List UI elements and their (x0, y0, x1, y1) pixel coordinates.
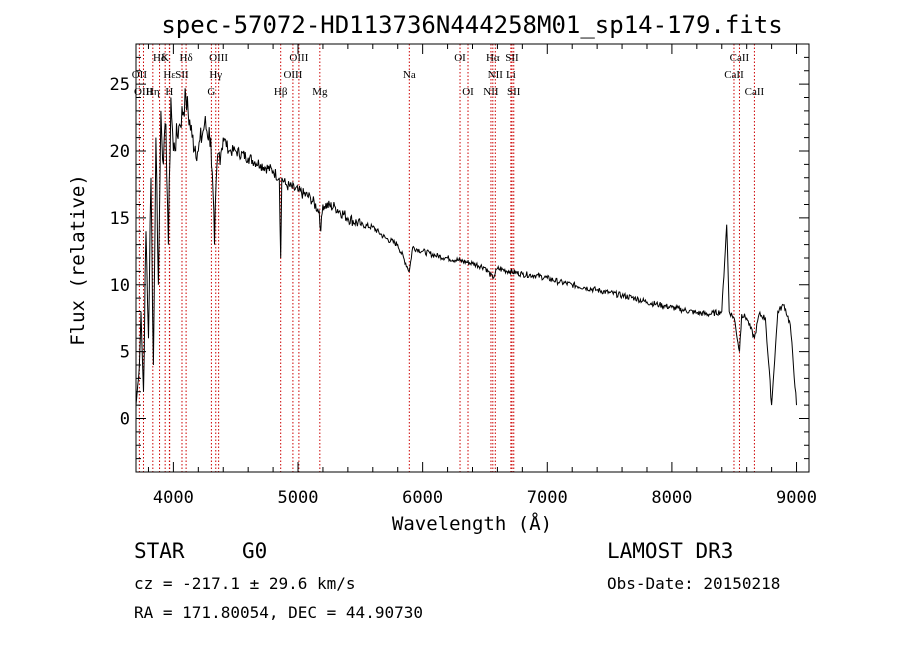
redshift-velocity: cz = -217.1 ± 29.6 km/s (134, 574, 356, 593)
line-label: SII (175, 69, 189, 81)
line-label: NII (488, 69, 504, 81)
chart-title: spec-57072-HD113736N444258M01_sp14-179.f… (161, 11, 782, 39)
x-tick-label: 8000 (651, 488, 692, 508)
line-label: CaII (730, 52, 750, 64)
object-type: STAR (134, 539, 185, 563)
y-tick-label: 15 (110, 209, 130, 229)
x-tick-label: 7000 (527, 488, 568, 508)
subclass: G0 (242, 539, 268, 563)
line-label: Hδ (180, 52, 193, 64)
line-label: SII (505, 52, 519, 64)
y-tick-label: 5 (120, 343, 130, 363)
y-tick-label: 20 (110, 142, 130, 162)
line-label: OI (454, 52, 466, 64)
line-label: Hη (146, 86, 160, 98)
survey-name: LAMOST DR3 (607, 539, 734, 563)
line-label: G (207, 86, 215, 98)
line-label: Hδ (153, 52, 166, 64)
y-axis-ticks: 0 5 10 15 20 25 (110, 43, 809, 473)
line-label: H (165, 86, 173, 98)
line-label: Hβ (274, 86, 288, 98)
spectrum-line (135, 88, 797, 406)
line-label: Hγ (209, 69, 222, 81)
line-label: Li (506, 69, 516, 81)
line-label: Hε (163, 69, 176, 81)
line-label: OIII (209, 52, 228, 64)
y-tick-label: 25 (110, 75, 130, 95)
line-label: Hα (486, 52, 500, 64)
line-label: CaII (745, 86, 765, 98)
observation-date: Obs-Date: 20150218 (607, 574, 781, 593)
x-tick-label: 5000 (278, 488, 319, 508)
line-label: SII (507, 86, 521, 98)
x-tick-label: 9000 (776, 488, 817, 508)
sky-coordinates: RA = 171.80054, DEC = 44.90730 (134, 603, 423, 622)
y-tick-label: 0 (120, 410, 130, 430)
line-label: OIII (134, 86, 153, 98)
y-tick-label: 10 (110, 276, 130, 296)
line-label: OIII (283, 69, 302, 81)
line-label: NII (483, 86, 499, 98)
x-tick-label: 6000 (402, 488, 443, 508)
plot-frame (135, 43, 810, 473)
line-label: OI (462, 86, 474, 98)
line-label: CaII (724, 69, 744, 81)
line-label: K (161, 52, 169, 64)
x-tick-label: 4000 (153, 488, 194, 508)
line-label: Mg (312, 86, 328, 98)
line-label: OIII (289, 52, 308, 64)
x-axis-ticks: 4000 5000 6000 7000 8000 9000 (147, 44, 817, 508)
x-axis-label: Wavelength (Å) (392, 512, 552, 535)
y-axis-label: Flux (relative) (67, 174, 89, 346)
line-label: Na (403, 69, 416, 81)
